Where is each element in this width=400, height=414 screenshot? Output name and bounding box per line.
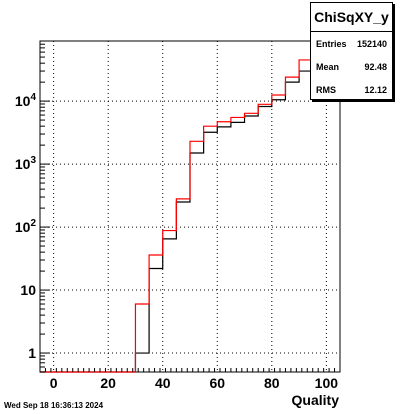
y-tick-label: 102 — [15, 218, 37, 235]
x-tick-label: 100 — [315, 375, 339, 391]
stats-value: 92.48 — [364, 61, 387, 72]
x-tick-label: 0 — [50, 375, 58, 391]
stats-title: ChiSqXY_y — [311, 3, 392, 32]
stats-value: 152140 — [356, 38, 387, 49]
y-tick-label: 104 — [15, 92, 37, 109]
frame — [39, 40, 341, 373]
stats-box: ChiSqXY_y Entries 152140 Mean 92.48 RMS … — [310, 2, 393, 100]
x-axis: 0 20 40 60 80 100 — [39, 368, 341, 391]
series-layer — [40, 40, 340, 373]
x-tick-label: 60 — [209, 375, 225, 391]
y-tick-label: 10 — [20, 282, 36, 298]
x-axis-title: Quality — [292, 392, 340, 408]
x-tick-label: 80 — [264, 375, 280, 391]
stats-row-mean: Mean 92.48 — [311, 55, 392, 78]
stats-row-entries: Entries 152140 — [311, 32, 392, 55]
stats-label: Mean — [316, 61, 340, 72]
histogram-series — [40, 40, 340, 373]
x-tick-label: 20 — [100, 375, 116, 391]
stats-row-rms: RMS 12.12 — [311, 78, 392, 101]
x-tick-label: 40 — [155, 375, 171, 391]
stats-label: RMS — [316, 84, 336, 95]
datestamp: Wed Sep 18 16:36:13 2024 — [4, 401, 104, 410]
grid — [40, 41, 340, 372]
y-tick-label: 1 — [28, 345, 36, 361]
histogram-series — [40, 40, 340, 373]
y-tick-label: 103 — [15, 155, 37, 172]
y-axis: 1 10 102 103 104 — [15, 40, 50, 373]
stats-value: 12.12 — [364, 84, 387, 95]
stats-label: Entries — [316, 38, 347, 49]
